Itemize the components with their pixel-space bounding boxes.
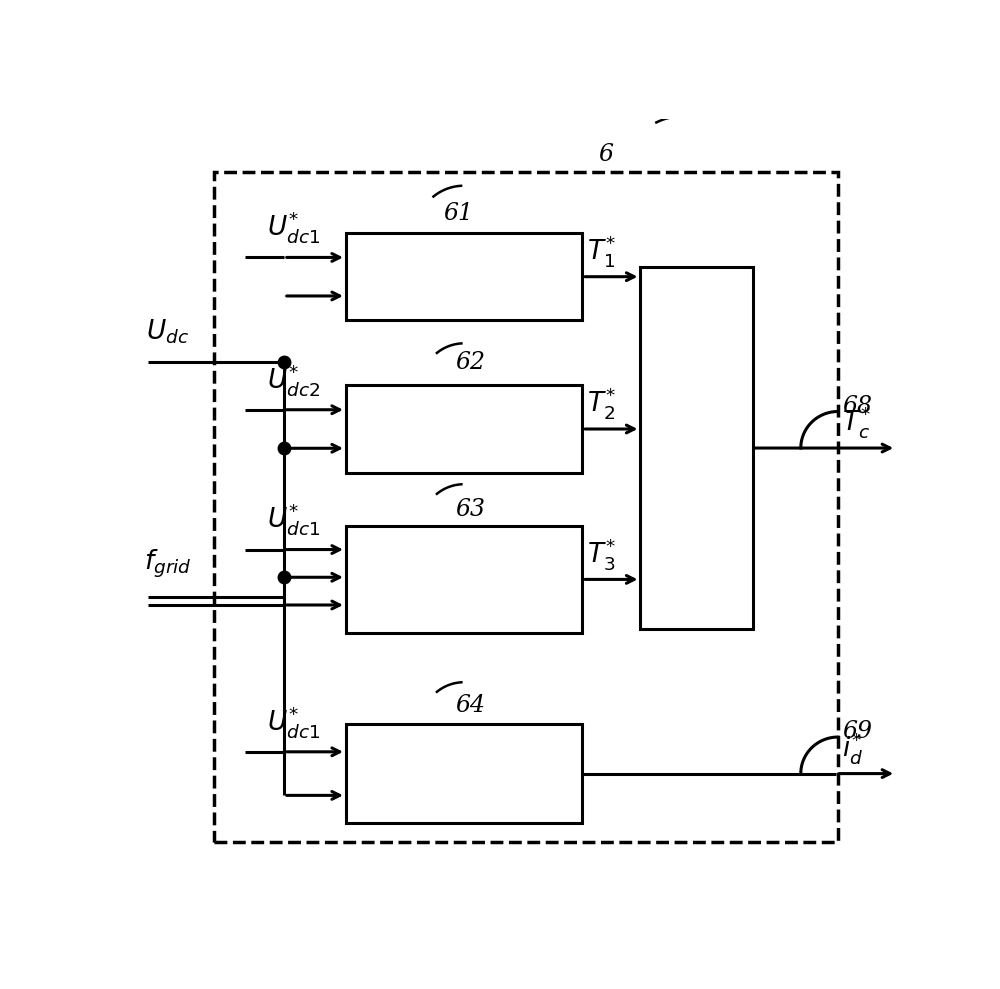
Bar [346,526,582,633]
Text: $T^{*}_{2}$: $T^{*}_{2}$ [587,386,616,421]
Bar [214,172,838,842]
Text: 63: 63 [455,497,485,521]
Text: 62: 62 [455,351,485,374]
Text: 6: 6 [598,143,613,166]
Text: 68: 68 [842,395,872,417]
Bar [346,385,582,473]
Text: $T^{*}_{3}$: $T^{*}_{3}$ [587,536,616,572]
Bar [640,267,753,629]
Bar [346,232,582,320]
Text: $U^{*}_{dc2}$: $U^{*}_{dc2}$ [267,362,321,398]
Text: $T^{*}_{1}$: $T^{*}_{1}$ [587,233,616,269]
Text: $i^{*}_{d}$: $i^{*}_{d}$ [842,730,863,765]
Text: $T^{*}_{c}$: $T^{*}_{c}$ [842,405,871,440]
Text: $U^{*}_{dc1}$: $U^{*}_{dc1}$ [267,501,321,537]
Text: 61: 61 [443,202,473,225]
Text: $U^{*}_{dc1}$: $U^{*}_{dc1}$ [267,210,321,245]
Text: $U_{dc}$: $U_{dc}$ [146,317,189,345]
Bar [346,724,582,823]
Text: 69: 69 [842,720,872,743]
Text: 64: 64 [455,693,485,717]
Text: $U^{*}_{dc1}$: $U^{*}_{dc1}$ [267,703,321,740]
Text: $f_{grid}$: $f_{grid}$ [144,548,191,581]
